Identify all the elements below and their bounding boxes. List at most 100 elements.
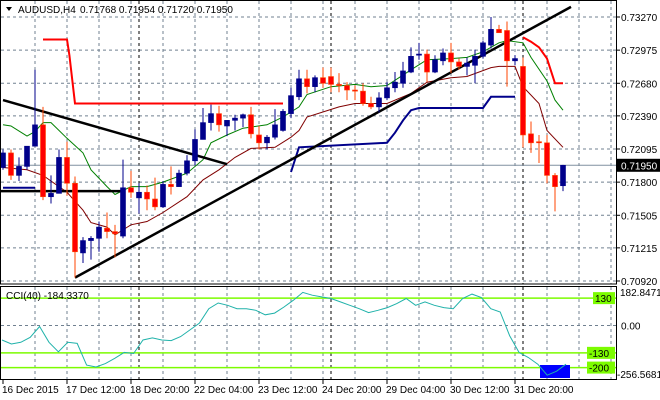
candle: [56, 149, 62, 194]
last-price-label: 0.71950: [617, 158, 660, 172]
price-tick-label: 0.70920: [621, 277, 658, 288]
main-panel-border: [0, 0, 617, 285]
candle-body: [136, 191, 142, 199]
cci-panel-border: [0, 286, 617, 380]
candle-body: [512, 58, 518, 62]
candle-body: [536, 141, 542, 144]
candle-body: [320, 77, 326, 84]
candle-body: [480, 42, 486, 57]
cci-level-badge: [587, 361, 615, 374]
candle-body: [256, 134, 262, 144]
candle-body: [96, 226, 102, 239]
candle-body: [184, 160, 190, 174]
time-tick-label: 30 Dec 12:00: [450, 385, 510, 396]
cci-min-label: -256.5681: [617, 370, 660, 381]
candle-body: [0, 152, 6, 168]
candle: [232, 114, 238, 131]
candle-body: [16, 166, 22, 176]
cci-title: CCI(40) -184.3370: [6, 291, 89, 302]
cci-level-badge: [593, 292, 615, 305]
candle: [264, 134, 270, 150]
candle-body: [552, 175, 558, 187]
candle-body: [264, 136, 270, 144]
candle-body: [88, 238, 94, 241]
candle: [240, 113, 246, 128]
candle-body: [392, 81, 398, 89]
triangle-down-icon[interactable]: [6, 7, 12, 11]
candle: [528, 121, 534, 153]
candle-body: [128, 187, 134, 193]
candle: [464, 57, 470, 76]
candle: [392, 72, 398, 93]
candle-body: [528, 133, 534, 144]
candle: [384, 82, 390, 101]
candle: [168, 166, 174, 195]
cci-level-badge: [587, 346, 615, 359]
candle-body: [224, 120, 230, 127]
candle-body: [232, 117, 238, 121]
price-tick-label: 0.72680: [621, 79, 658, 90]
candle-body: [56, 157, 62, 194]
candle: [296, 69, 302, 101]
indicator-overlays: [0, 5, 572, 279]
candle: [360, 83, 366, 106]
candle-body: [32, 124, 38, 147]
cci-level-label: 130: [595, 294, 612, 305]
price-tick-label: 0.71215: [621, 244, 658, 255]
candle: [440, 48, 446, 66]
candle: [344, 82, 350, 101]
candle: [24, 145, 30, 170]
price-axis[interactable]: 0.73270 0.72975 0.72680 0.72390 0.72095 0.718…: [617, 13, 660, 381]
time-axis[interactable]: 16 Dec 2015 17 Dec 12:00 18 Dec 20:00 22 De…: [2, 380, 574, 396]
candle-body: [496, 29, 502, 34]
candle-body: [328, 76, 334, 85]
candle-body: [304, 78, 310, 87]
candle: [328, 67, 334, 93]
cci-max-label: 182.8471: [620, 288, 660, 299]
candle: [200, 107, 206, 140]
price-tick-label: 0.72095: [621, 145, 658, 156]
candle-body: [384, 87, 390, 99]
candle-body: [112, 231, 118, 235]
candle-body: [416, 53, 422, 56]
price-tick-label: 0.72975: [621, 46, 658, 57]
candle-body: [448, 52, 454, 63]
candle-body: [432, 59, 438, 73]
price-tick-label: 0.72390: [621, 112, 658, 123]
candle: [400, 61, 406, 88]
candle-body: [464, 62, 470, 67]
candle: [272, 109, 278, 140]
time-tick-label: 24 Dec 20:00: [322, 385, 382, 396]
candle-body: [360, 90, 366, 104]
candle: [80, 237, 86, 264]
candle: [104, 212, 110, 239]
candle-body: [488, 29, 494, 46]
candle: [256, 125, 262, 150]
candle: [136, 183, 142, 214]
candle-body: [64, 157, 70, 184]
symbol-label: AUDUSD,H4: [18, 5, 76, 16]
candle-body: [472, 56, 478, 66]
candle: [560, 164, 566, 192]
candle-body: [40, 124, 46, 198]
candle: [16, 157, 22, 182]
candle: [480, 40, 486, 59]
candle-body: [8, 152, 14, 176]
candles: [0, 17, 566, 278]
candle: [368, 96, 374, 110]
candle: [248, 106, 254, 139]
candle-body: [152, 198, 158, 208]
candle: [64, 141, 70, 196]
candle-body: [200, 122, 206, 140]
candle: [536, 134, 542, 164]
price-tick-label: 0.73270: [621, 13, 658, 24]
last-price-text: 0.71950: [621, 161, 658, 172]
candle: [32, 69, 38, 147]
candle: [88, 236, 94, 260]
period-separators: [138, 1, 524, 379]
candle: [72, 176, 78, 278]
candle-body: [352, 89, 358, 92]
candle-body: [344, 85, 350, 91]
candle: [160, 181, 166, 208]
